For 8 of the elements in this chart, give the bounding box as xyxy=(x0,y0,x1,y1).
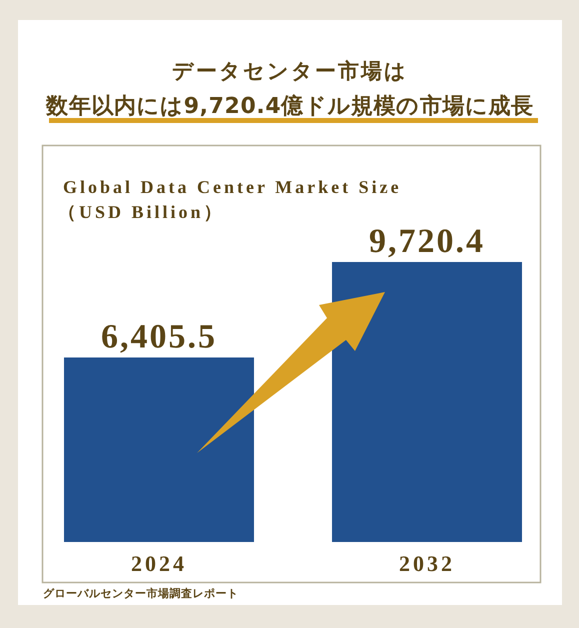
text: グローバルセンター市場調査レポート xyxy=(43,587,238,600)
x-tick-label: 2032 xyxy=(399,551,455,576)
data-label: 6,405.5 xyxy=(101,318,217,356)
data-label: 9,720.4 xyxy=(369,223,485,260)
chart-title: データセンター市場は xyxy=(172,59,408,83)
y-axis-title: Global Data Center Market Size （USD Billion） xyxy=(58,177,402,222)
x-tick-label: 2024 xyxy=(131,551,187,576)
chart-subtitle: 数年以内には9,720.4億ドル規模の市場に成長 xyxy=(45,93,534,119)
